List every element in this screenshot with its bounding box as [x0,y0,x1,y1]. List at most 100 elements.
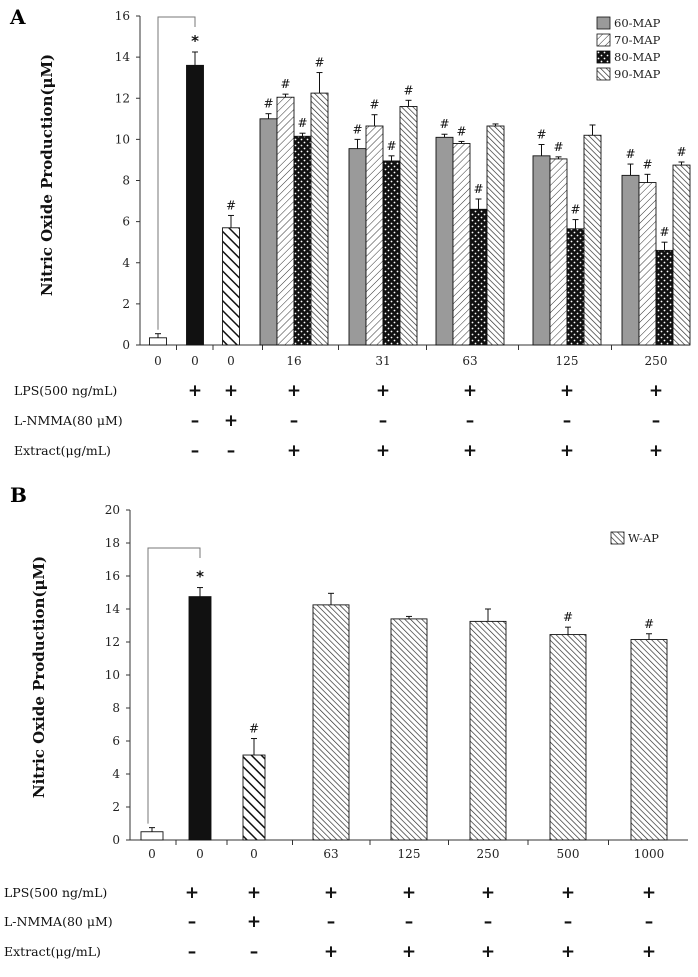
condition-mark: + [649,441,663,461]
condition-mark: – [405,912,414,932]
data-bar [348,148,367,346]
y-tick-label: 12 [105,635,120,649]
y-tick-label: 16 [115,9,130,23]
x-tick-label: 0 [227,354,235,368]
condition-mark: – [563,411,572,431]
panel-b-chart: 0 2 4 6 8 10 12 14 16 18 20 Nitric Oxide Production… [4,503,688,962]
condition-label: Extract(μg/mL) [14,443,111,458]
significance-hash: # [659,225,669,239]
condition-mark: + [185,883,199,903]
data-bar [390,618,428,841]
condition-mark: + [376,441,390,461]
condition-mark: – [191,441,200,461]
data-bar [583,134,602,346]
condition-mark: – [484,912,493,932]
condition-mark: + [642,883,656,903]
legend-swatch [596,33,611,47]
condition-mark: + [561,942,575,962]
significance-hash: # [676,145,686,159]
y-tick-label: 16 [105,569,120,583]
data-bar [566,228,585,346]
condition-mark: – [188,942,197,962]
significance-hash: # [625,147,635,161]
condition-label: Extract(μg/mL) [4,944,101,959]
significance-hash: # [553,140,563,154]
panel-a-chart: 0 2 4 6 8 10 12 14 16 Nitric Oxide Production(μM)… [14,9,691,461]
y-tick-label: 14 [105,602,121,616]
condition-mark: + [560,441,574,461]
legend-swatch [596,50,611,64]
data-bar [365,125,384,346]
x-tick-label: 0 [148,847,156,861]
condition-mark: + [481,942,495,962]
significance-hash: # [249,722,259,736]
significance-hash: # [473,182,483,196]
significance-hash: # [369,98,379,112]
y-tick-label: 4 [112,767,120,781]
x-tick-label: 63 [462,354,477,368]
x-tick-label: 1000 [634,847,665,861]
x-tick-label: 125 [556,354,579,368]
condition-mark: + [287,441,301,461]
condition-label: LPS(500 ng/mL) [4,885,107,900]
condition-mark: + [324,883,338,903]
y-tick-label: 20 [105,503,120,517]
x-tick-label: 63 [323,847,338,861]
significance-hash: # [536,128,546,142]
x-tick-label: 125 [398,847,421,861]
significance-bracket [157,16,196,330]
y-axis-label: Nitric Oxide Production(μM) [38,54,56,296]
x-tick-label: 16 [286,354,301,368]
data-bar [469,208,488,346]
condition-mark: + [481,883,495,903]
y-tick-label: 14 [115,50,131,64]
legend-label: W-AP [628,531,659,545]
data-bar [469,620,507,841]
y-tick-label: 10 [115,132,130,146]
data-bar [312,604,350,841]
condition-mark: – [227,441,236,461]
significance-hash: # [314,56,324,70]
control-bar [140,831,164,841]
condition-mark: + [287,381,301,401]
data-bar [276,96,295,346]
condition-mark: + [376,381,390,401]
data-bar [310,92,329,346]
condition-label: L-NMMA(80 μM) [4,914,113,929]
data-bar [549,634,587,841]
significance-hash: # [439,117,449,131]
legend-swatch [596,67,611,81]
condition-label: L-NMMA(80 μM) [14,413,123,428]
data-bar [532,155,551,346]
condition-mark: + [560,381,574,401]
data-bar [549,158,568,346]
data-bar [486,125,505,346]
y-tick-label: 8 [112,701,120,715]
data-bar [259,118,278,346]
condition-mark: – [466,411,475,431]
control-bar [242,754,266,841]
condition-mark: + [642,942,656,962]
condition-label: LPS(500 ng/mL) [14,383,117,398]
significance-star: * [191,32,199,50]
y-tick-label: 8 [122,174,130,188]
condition-mark: + [224,381,238,401]
legend-label: 60-MAP [614,16,661,30]
significance-hash: # [563,610,573,624]
significance-hash: # [352,122,362,136]
condition-mark: + [649,381,663,401]
condition-mark: + [188,381,202,401]
x-tick-label: 250 [645,354,668,368]
condition-mark: – [250,942,259,962]
x-tick-label: 0 [196,847,204,861]
significance-hash: # [263,97,273,111]
data-bar [435,136,454,346]
data-bar [382,160,401,346]
y-tick-label: 6 [112,734,120,748]
condition-mark: – [290,411,299,431]
control-bar [188,596,212,841]
y-tick-label: 2 [112,800,120,814]
significance-bracket [147,547,201,824]
significance-hash: # [456,124,466,138]
